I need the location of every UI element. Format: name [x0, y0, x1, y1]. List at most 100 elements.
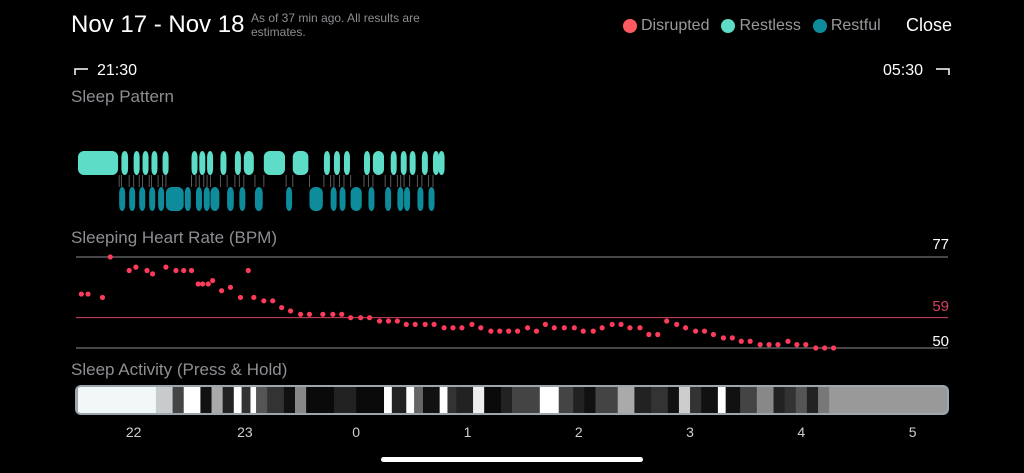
restful-dot-icon — [812, 19, 827, 33]
hr-avg-label: 59 — [932, 298, 949, 315]
activity-block — [295, 387, 307, 413]
sleep-segment-restless — [162, 151, 169, 175]
activity-block — [573, 387, 585, 413]
heart-rate-point — [376, 318, 383, 324]
heart-rate-point — [261, 298, 267, 304]
sleep-segment-restful — [309, 187, 323, 211]
heart-rate-point — [693, 328, 699, 334]
activity-block — [829, 387, 847, 413]
heart-rate-point — [524, 325, 531, 331]
activity-block — [456, 387, 474, 413]
activity-block — [267, 387, 285, 413]
activity-block — [690, 387, 702, 413]
activity-block — [414, 387, 424, 413]
activity-block — [473, 387, 485, 413]
activity-block — [211, 387, 224, 413]
sleep-segment-restless — [323, 151, 330, 175]
activity-block — [756, 387, 775, 413]
sleep-segment-restless — [263, 151, 285, 175]
activity-block — [678, 387, 691, 413]
x-tick-label: 22 — [125, 424, 142, 440]
heart-rate-point — [822, 345, 828, 351]
activity-block — [422, 387, 441, 413]
activity-block — [795, 387, 808, 413]
heart-rate-point — [99, 294, 106, 301]
sleep-segment-restless — [151, 151, 158, 175]
heart-rate-point — [655, 331, 661, 338]
heart-rate-point — [506, 328, 512, 334]
legend-item-restful: Restful — [812, 17, 881, 35]
sleep-segment-restful — [286, 187, 293, 211]
heart-rate-point — [488, 328, 494, 334]
activity-block — [806, 387, 819, 413]
sleep-segment-restless — [133, 151, 140, 175]
sleep-segment-restless — [421, 151, 428, 175]
heart-rate-point — [738, 338, 744, 344]
activity-block — [595, 387, 619, 413]
heart-rate-point — [279, 304, 285, 311]
sleep-segment-restful — [119, 187, 126, 211]
x-tick-label: 23 — [237, 424, 253, 440]
heart-rate-point — [173, 267, 179, 274]
heart-rate-point — [637, 325, 643, 331]
legend: Disrupted Restless Restful — [623, 15, 893, 37]
sleep-segment-restful — [404, 187, 411, 211]
heart-rate-point — [609, 321, 615, 328]
close-button[interactable]: Close — [906, 15, 953, 35]
estimate-note: As of 37 min ago. All results are estima… — [251, 11, 420, 39]
heart-rate-point — [831, 345, 837, 351]
sleep-segment-restful — [184, 187, 191, 211]
heart-rate-point — [422, 321, 428, 328]
heart-rate-point — [330, 311, 336, 317]
activity-block — [406, 387, 415, 413]
disrupted-dot-icon — [623, 19, 637, 33]
activity-block — [818, 387, 830, 413]
hr-max-label: 77 — [932, 236, 949, 253]
activity-block — [233, 387, 243, 413]
sleep-segment-restful — [227, 187, 234, 211]
sleep-segment-restless — [333, 151, 340, 175]
heart-rate-point — [149, 271, 156, 277]
activity-block — [155, 387, 174, 413]
heart-rate-point — [775, 342, 781, 348]
sleep-segment-restless — [199, 151, 206, 175]
heart-rate-point — [107, 254, 113, 260]
heart-rate-point — [181, 267, 187, 274]
activity-block — [200, 387, 213, 413]
heart-rate-point — [497, 328, 503, 334]
activity-block — [283, 387, 296, 413]
sleep-segment-restful — [158, 187, 165, 211]
sleep-segment-restful — [417, 187, 424, 211]
sleep-segment-restless — [372, 151, 385, 175]
sleep-segment-restful — [339, 187, 346, 211]
home-indicator[interactable] — [381, 457, 643, 462]
heart-rate-point — [710, 331, 717, 338]
x-tick-label: 5 — [908, 424, 917, 440]
heart-rate-point — [85, 291, 91, 297]
activity-block — [667, 387, 680, 413]
sleep-segment-restful — [129, 187, 136, 211]
heart-rate-point — [237, 294, 244, 301]
sleep-segment-restless — [390, 151, 397, 175]
heart-rate-point — [561, 325, 567, 331]
activity-block — [773, 387, 786, 413]
heart-rate-point — [403, 321, 409, 328]
heart-rate-point — [450, 325, 456, 331]
legend-item-restless: Restless — [721, 17, 801, 35]
heart-rate-point — [720, 335, 727, 341]
sleep-segment-restless — [343, 151, 350, 175]
sleep-segment-restless — [191, 151, 198, 175]
heart-rate-point — [533, 328, 540, 334]
activity-block — [241, 387, 251, 413]
activity-block — [784, 387, 797, 413]
heart-rate-point — [270, 298, 276, 304]
activity-block — [617, 387, 635, 413]
activity-block — [356, 387, 385, 413]
heart-rate-point — [599, 325, 605, 331]
activity-block — [740, 387, 758, 413]
heart-rate-point — [747, 338, 753, 344]
activity-block — [725, 387, 741, 413]
